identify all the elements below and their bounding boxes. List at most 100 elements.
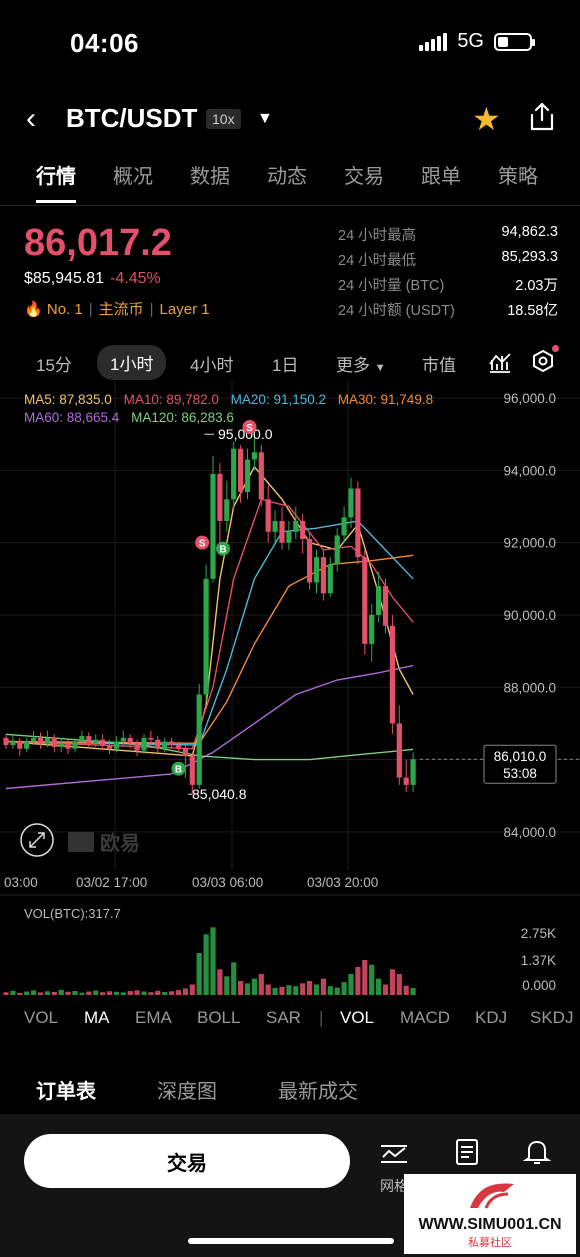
tab-market[interactable]: 行情 [36,160,113,205]
volume-bar [86,991,92,995]
tab-overview[interactable]: 概况 [113,166,153,188]
ind-ema[interactable]: EMA [135,1008,172,1027]
expand-arrow [29,832,45,848]
interval-15m[interactable]: 15分 [36,355,72,375]
ind-skdj[interactable]: SKDJ [530,1008,574,1027]
settings-icon[interactable] [532,350,554,372]
volume-bar [410,988,416,995]
status-icons: 5G [419,30,535,53]
notification-dot [552,345,559,352]
y-tick-label: 90,000.0 [503,608,556,623]
candle [65,743,71,749]
grid-strategy-icon[interactable] [379,1138,409,1168]
tab-trade[interactable]: 交易 [344,166,384,188]
candle [72,741,78,749]
ind-sar[interactable]: SAR [266,1008,301,1027]
candlestick-chart[interactable]: 96,000.0 94,000.0 92,000.0 90,000.0 88,000.0… [0,380,580,900]
interval-1d[interactable]: 1日 [272,355,299,375]
volume-bar [217,969,223,995]
trade-marker-badge [171,761,186,776]
ind-kdj[interactable]: KDJ [475,1008,508,1027]
ma5-label: MA5: 87,835.0 [24,392,112,407]
volume-bar [203,934,209,995]
trade-marker-label: B [175,765,182,776]
candle [286,531,292,543]
volume-bar [93,990,99,995]
volume-bar [134,990,140,995]
ind-boll[interactable]: BOLL [197,1008,241,1027]
battery-icon [494,32,535,51]
x-tick-label: 03/03 20:00 [307,875,378,890]
volume-tick-label: 1.37K [521,953,556,968]
stat-row: 24 小时最低 85,293.3 [338,249,558,269]
trade-button[interactable]: 交易 [24,1134,350,1188]
interval-1h[interactable]: 1小时 [97,345,167,380]
volume-bar [244,983,251,995]
tab-strategy[interactable]: 策略 [498,166,538,188]
indicator-tabs: VOL MA EMA BOLL SAR | VOL MACD KDJ SKDJ [0,1008,580,1034]
ind-macd[interactable]: MACD [400,1008,451,1027]
trade-marker-badge [242,419,257,434]
stat-row: 24 小时量 (BTC) 2.03万 [338,278,558,294]
candle [79,736,85,742]
chevron-down-icon[interactable]: ▼ [257,110,273,127]
grid-label: 网格 [380,1178,408,1194]
candle [362,557,368,644]
okx-logo-icon [68,832,94,852]
trade-marker-badge [195,535,210,550]
volume-bar [3,992,9,995]
volume-tick-label: 2.75K [521,926,556,941]
ind-vol[interactable]: VOL [24,1008,59,1027]
interval-more[interactable]: 更多 ▼ [336,355,386,375]
candle [410,759,416,785]
last-price: 86,017.2 [24,222,172,264]
candle [403,777,409,785]
interval-4h[interactable]: 4小时 [190,355,234,375]
tab-news[interactable]: 动态 [267,166,307,188]
volume-bar [17,992,23,995]
candle [86,736,92,744]
volume-bar [120,992,126,995]
ma10-line [5,498,414,750]
usd-price-line: $85,945.81 -4.45% [24,270,161,288]
pair-title[interactable]: BTC/USDT [66,103,198,133]
candle [327,564,333,594]
volume-bar [169,991,175,995]
indicator-icon[interactable] [488,352,512,374]
volume-bar [265,984,271,995]
rank-tag[interactable]: No. 1 [46,301,83,318]
chevron-down-icon: ▼ [374,361,386,374]
interval-marketcap[interactable]: 市值 [422,355,456,375]
tab-depth[interactable]: 深度图 [157,1081,217,1103]
interval-bar: 15分 1小时 4小时 1日 更多 ▼ 市值 [0,345,580,380]
site-watermark: WWW.SIMU001.CN 私募社区 [404,1174,576,1254]
category-tag[interactable]: 主流币 [98,301,144,318]
volume-label: VOL(BTC):317.7 [24,906,121,921]
volume-bar [148,992,154,995]
volume-bar [313,984,320,995]
volume-bar [286,985,292,995]
candle [369,614,375,644]
favorite-star-icon[interactable]: ★ [472,101,501,137]
watermark-text: WWW.SIMU001.CN [418,1216,562,1233]
back-icon[interactable]: ‹ [26,102,36,135]
expand-icon [20,823,54,857]
tab-copy[interactable]: 跟单 [421,166,461,188]
volume-bar [307,981,313,995]
volume-bar [382,984,389,995]
tab-orderbook[interactable]: 订单表 [36,1081,96,1103]
tab-data[interactable]: 数据 [190,166,230,188]
stat-row: 24 小时最高 94,862.3 [338,224,558,244]
layer-tag[interactable]: Layer 1 [159,301,210,318]
tab-trades[interactable]: 最新成交 [278,1081,358,1103]
share-icon[interactable] [528,102,556,132]
candle [203,578,209,695]
ma-legend-row1: MA5: 87,835.0 MA10: 89,782.0 MA20: 91,15… [24,392,433,407]
volume-bar [369,964,375,995]
alert-bell-icon[interactable] [522,1136,552,1166]
ind-ma[interactable]: MA [84,1008,110,1027]
ind-vol-sub[interactable]: VOL [340,1008,375,1027]
volume-bar [231,962,237,995]
okx-watermark: 欧易 [100,831,140,855]
notes-icon[interactable] [451,1137,481,1167]
